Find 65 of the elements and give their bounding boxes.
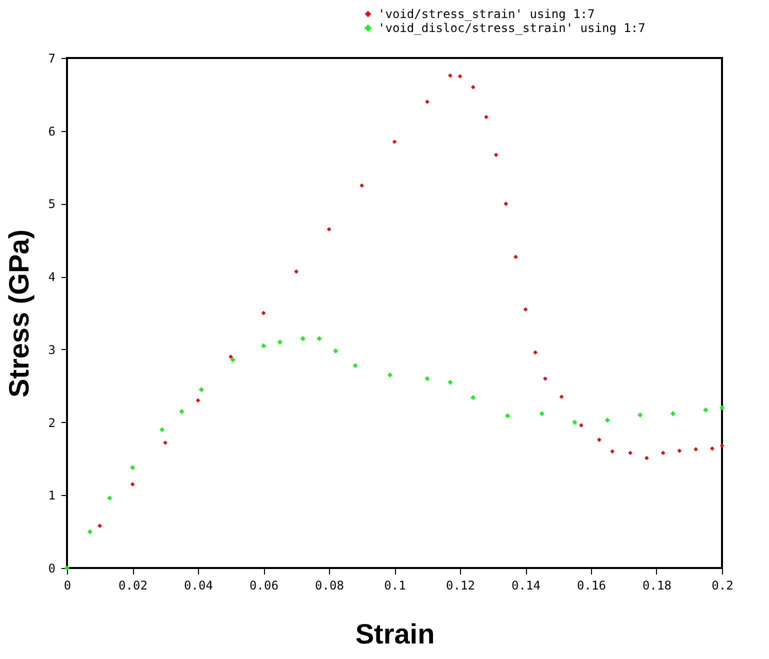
x-tick-label: 0.02: [118, 578, 148, 592]
point: [543, 376, 548, 381]
point: [638, 412, 642, 418]
point: [670, 411, 675, 416]
x-tick-label: 0.12: [446, 578, 475, 592]
y-axis-title: Stress (GPa): [3, 229, 34, 398]
point: [160, 427, 164, 432]
point: [228, 354, 233, 359]
point: [130, 465, 135, 470]
point: [720, 406, 724, 410]
x-tick-label: 0.2: [712, 578, 734, 592]
y-tick-label: 0: [48, 562, 56, 576]
point: [261, 344, 266, 348]
x-tick-label: 0.16: [577, 578, 606, 592]
point: [300, 336, 305, 341]
point: [199, 387, 204, 392]
point: [660, 450, 666, 456]
y-tick-label: 1: [48, 488, 56, 503]
point: [597, 438, 602, 442]
point: [98, 524, 102, 528]
point: [540, 411, 544, 416]
point: [677, 448, 682, 453]
point: [180, 409, 184, 414]
point: [579, 423, 584, 428]
point: [230, 358, 235, 362]
x-tick-label: 0.14: [512, 578, 540, 592]
y-tick-label: 7: [48, 52, 56, 66]
point: [425, 100, 430, 104]
point: [425, 376, 430, 381]
point: [504, 202, 508, 206]
point: [514, 254, 518, 260]
point: [88, 529, 92, 534]
point: [628, 450, 632, 456]
point: [388, 372, 392, 378]
y-tick-label: 6: [48, 124, 56, 138]
x-tick-label: 0.08: [315, 578, 344, 592]
point: [448, 380, 452, 384]
point: [572, 420, 577, 424]
x-tick-label: 0.06: [250, 578, 278, 592]
x-tick-label: 0: [64, 578, 72, 592]
y-tick-label: 5: [48, 197, 56, 212]
point: [694, 447, 698, 452]
x-axis-title: Strain: [355, 618, 435, 650]
point: [505, 414, 510, 418]
point: [317, 336, 322, 341]
point: [494, 152, 498, 158]
x-tick-label: 0.1: [384, 578, 406, 592]
legend-label: 'void_disloc/stress_strain' using 1:7: [378, 21, 646, 35]
y-tick-label: 3: [48, 342, 56, 357]
y-tick-label: 4: [48, 270, 56, 284]
x-tick-label: 0.04: [184, 578, 213, 592]
point: [163, 440, 168, 445]
point: [720, 443, 724, 448]
point: [278, 340, 282, 344]
point: [107, 496, 112, 500]
point: [470, 395, 476, 400]
point: [333, 348, 338, 354]
point: [533, 350, 538, 354]
point: [261, 310, 266, 316]
x-tick-label: 0.18: [642, 578, 672, 592]
point: [353, 363, 358, 368]
point: [196, 398, 200, 403]
y-tick-label: 2: [48, 416, 56, 430]
point: [470, 85, 476, 90]
legend-label: 'void/stress_strain' using 1:7: [378, 7, 595, 21]
